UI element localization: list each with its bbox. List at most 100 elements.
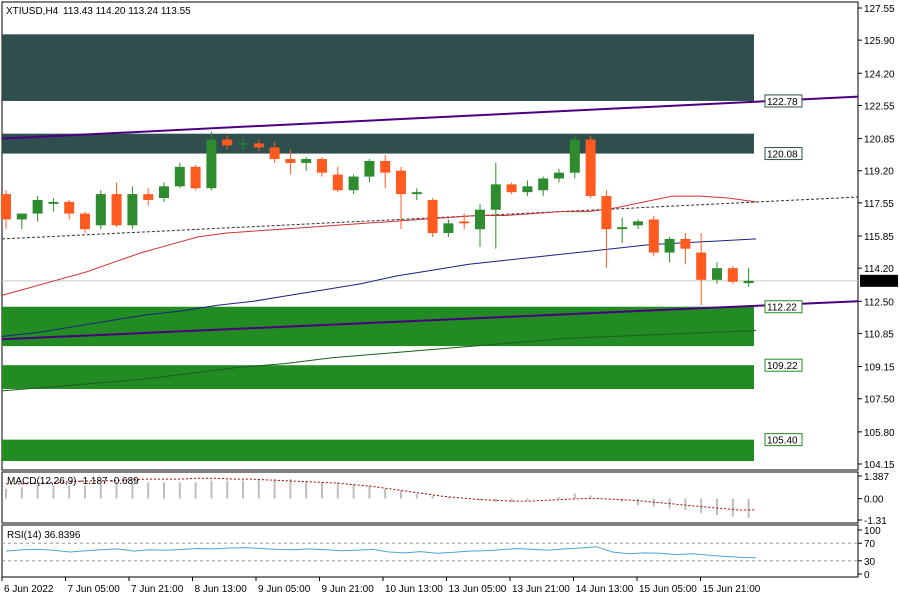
candle-bull [664, 238, 675, 253]
candle-bear [648, 219, 659, 253]
candle-bull [475, 209, 485, 230]
candle-bull [743, 280, 754, 284]
candle-bull [490, 184, 501, 210]
price-tick-label: 104.15 [864, 460, 895, 471]
candle-bear [380, 160, 391, 173]
price-tick-label: 122.55 [864, 101, 895, 112]
price-tick-label: 120.85 [864, 135, 895, 146]
price-tick-label: 125.90 [864, 36, 895, 47]
candle-bear [727, 268, 738, 282]
candle-bear [111, 194, 122, 226]
price-tick-label: 114.20 [864, 264, 894, 275]
ma-blue-line [1, 238, 757, 337]
current-price-value: 113.55 [864, 277, 894, 288]
ma-green-line [1, 330, 757, 392]
candle-bear [143, 194, 154, 200]
time-axis: 6 Jun 2022 7 Jun 05:00 7 Jun 21:00 8 Jun 13… [1, 577, 761, 595]
rsi-tick-label: 100 [864, 526, 881, 537]
candle-bull [238, 143, 248, 145]
rsi-indicator: 100 70 30 0 [2, 526, 881, 581]
macd-tick-label: -1.31 [864, 516, 887, 527]
supply-zone-0 [2, 34, 754, 101]
level-label-box [764, 147, 803, 161]
candle-bear [332, 174, 343, 191]
time-tick-label: 8 Jun 13:00 [195, 584, 248, 595]
demand-zone-2 [2, 306, 754, 347]
macd-pane[interactable] [1, 471, 859, 524]
channel-lower-line [1, 300, 859, 341]
level-label: 112.22 [767, 303, 797, 314]
level-label: 109.22 [767, 361, 798, 372]
candle-bear [269, 147, 280, 160]
rsi-label: RSI(14) 36.8396 [7, 530, 81, 541]
candle-bull [538, 178, 549, 191]
rsi-tick-label: 0 [864, 570, 870, 581]
time-tick-label: 6 Jun 2022 [4, 584, 54, 595]
candle-bear [317, 159, 327, 173]
price-tick-label: 110.85 [864, 329, 894, 340]
candle-bull [554, 172, 564, 179]
rsi-tick-label: 70 [864, 539, 876, 550]
demand-zone-4 [2, 439, 754, 462]
rsi-pane[interactable] [1, 524, 859, 578]
time-tick-label: 9 Jun 21:00 [322, 584, 375, 595]
candle-bear [80, 213, 90, 230]
level-labels: 122.78 120.08 112.22 109.22 105.40 [764, 94, 803, 447]
candle-bull [443, 223, 454, 234]
level-label-box [764, 358, 803, 372]
price-tick-label: 117.55 [864, 199, 894, 210]
candle-bear [585, 139, 596, 197]
ma-red-line [1, 195, 757, 296]
macd-signal-line [6, 477, 757, 511]
rsi-tick-label: 30 [864, 557, 876, 568]
candle-bear [285, 159, 296, 163]
candle-bull [633, 221, 643, 226]
candle-bull [364, 160, 375, 177]
candle-bear [459, 221, 470, 224]
rsi-line [5, 546, 757, 559]
candle-bear [190, 166, 201, 189]
ohlc-values: 113.43 114.20 113.24 113.55 [63, 6, 191, 17]
current-price-tag [860, 274, 898, 287]
candle-bull [348, 176, 359, 191]
time-tick-label: 10 Jun 13:00 [385, 584, 443, 595]
time-tick-label: 9 Jun 05:00 [258, 584, 311, 595]
price-tick-label: 115.85 [864, 232, 894, 243]
candle-bear [222, 139, 233, 146]
candle-bull [127, 194, 138, 226]
price-tick-label: 107.50 [864, 395, 895, 406]
level-label-box [764, 94, 803, 108]
price-axis: 127.55 125.90 124.20 122.55 120.85 119.20 117.… [858, 4, 898, 471]
demand-zone-3 [2, 365, 754, 389]
candle-bear [601, 196, 612, 230]
symbol-timeframe: XTIUSD,H4 [6, 6, 59, 17]
candle-bear [253, 143, 264, 148]
candle-bear [1, 194, 11, 220]
candle-bull [159, 186, 169, 198]
candle-bear [64, 201, 75, 214]
price-tick-label: 112.50 [864, 297, 894, 308]
candle-bear [396, 170, 406, 195]
candle-bull [712, 268, 722, 280]
candle-bull [32, 199, 43, 214]
zones-layer [2, 34, 754, 462]
time-tick-label: 14 Jun 13:00 [576, 584, 634, 595]
candle-bull [95, 194, 106, 226]
time-tick-label: 13 Jun 21:00 [512, 584, 570, 595]
candle-bull [301, 159, 312, 163]
candle-bull [48, 201, 59, 204]
level-label-box [764, 300, 803, 314]
candle-bull [411, 192, 422, 195]
supply-zone-1 [2, 133, 754, 154]
lines-layer [1, 95, 859, 392]
price-tick-label: 119.20 [864, 167, 894, 178]
time-tick-label: 7 Jun 21:00 [131, 584, 184, 595]
macd-indicator: 1.387 0.00 -1.31 [5, 472, 889, 527]
candle-bull [569, 139, 580, 173]
candles-layer [1, 131, 754, 306]
macd-tick-label: 0.00 [864, 495, 884, 506]
channel-upper-line [1, 95, 859, 140]
candle-bull [522, 186, 533, 193]
candle-bull [174, 166, 185, 187]
